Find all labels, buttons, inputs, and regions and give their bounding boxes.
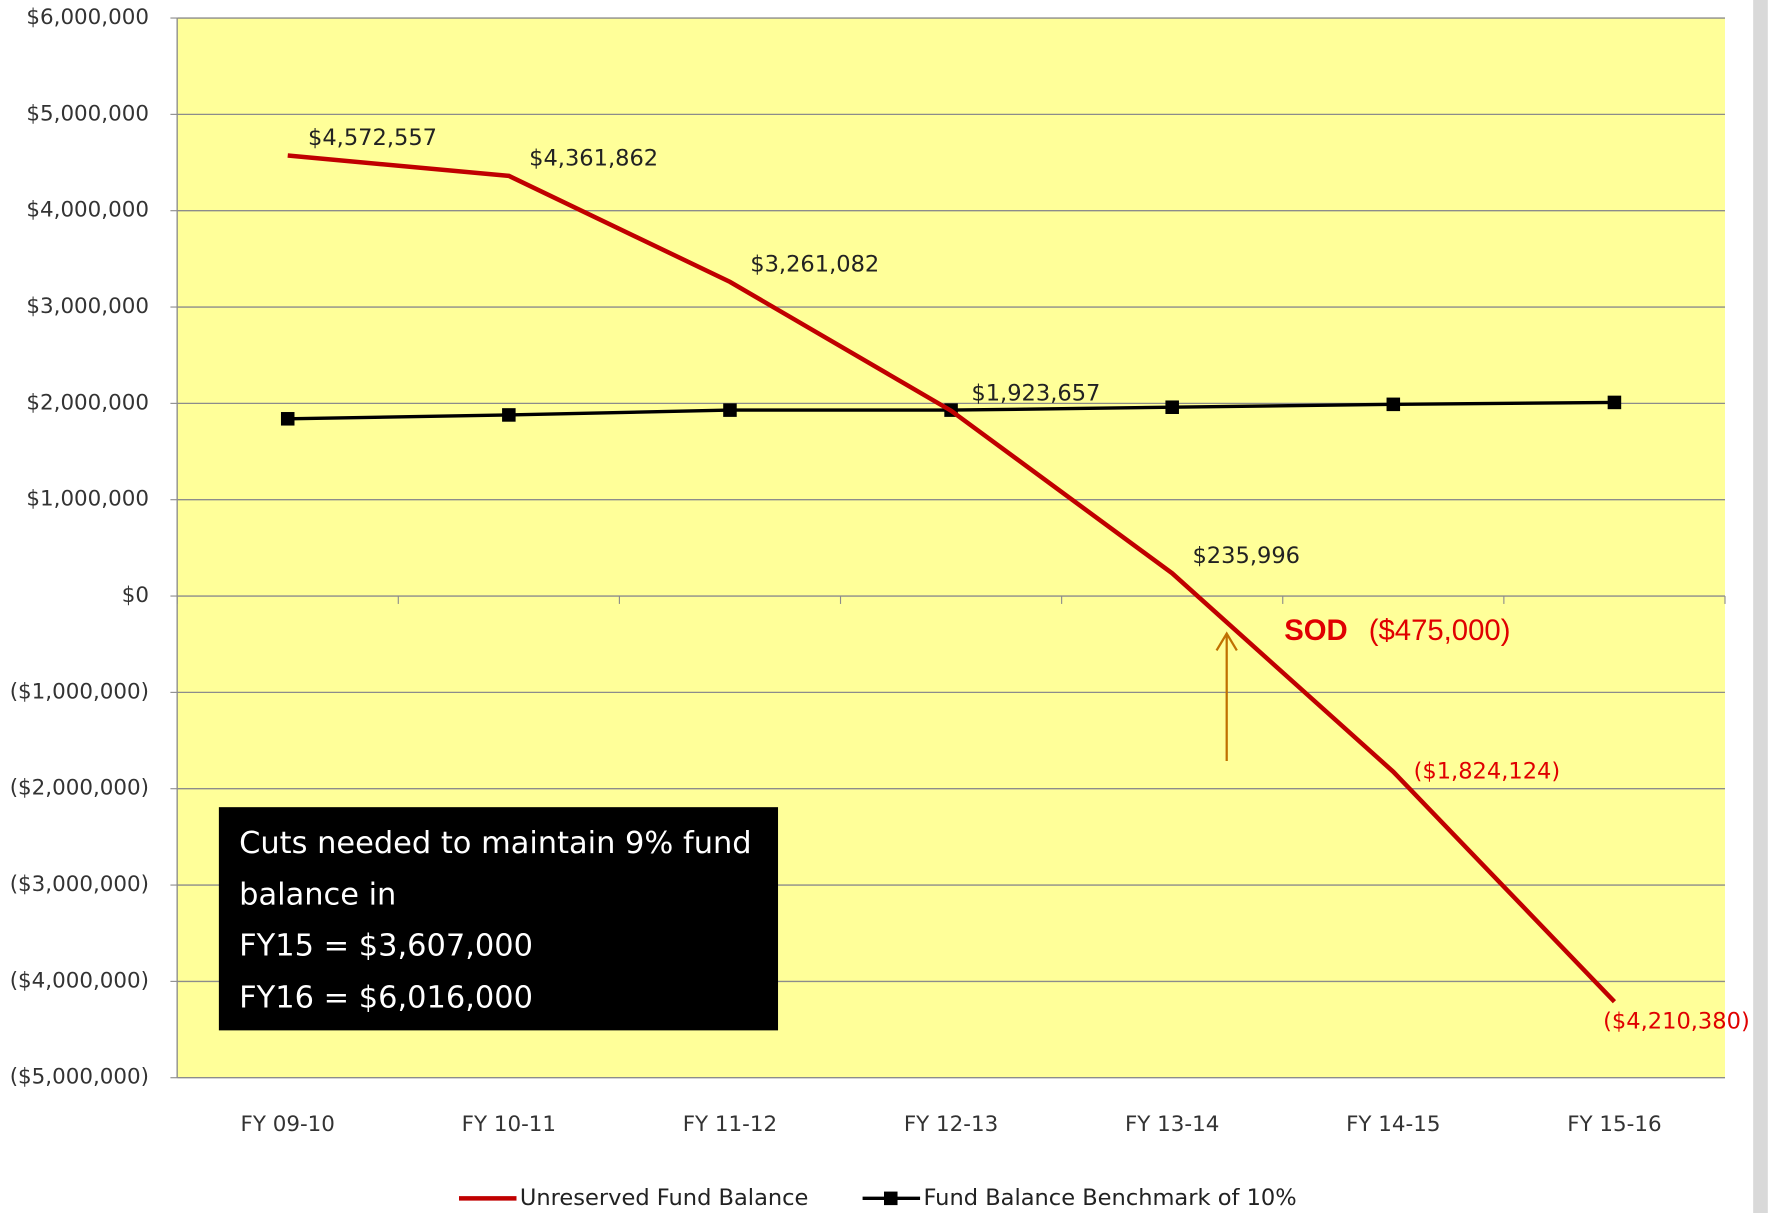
- y-tick-label: $3,000,000: [26, 294, 149, 319]
- data-label: $4,572,557: [308, 125, 437, 151]
- marker: [1165, 400, 1179, 414]
- x-tick-label: FY 12-13: [904, 1112, 998, 1137]
- y-tick-label: ($5,000,000): [10, 1065, 149, 1090]
- sod-value: ($475,000): [1369, 614, 1511, 647]
- y-tick-label: ($1,000,000): [10, 679, 149, 704]
- data-label: $4,361,862: [529, 145, 658, 171]
- data-label: $235,996: [1192, 543, 1300, 569]
- x-tick-label: FY 11-12: [683, 1112, 777, 1137]
- y-tick-label: ($3,000,000): [10, 872, 149, 897]
- sod-label: SOD: [1284, 614, 1348, 647]
- series-line: [287, 153, 1617, 1004]
- x-tick-label: FY 10-11: [462, 1112, 556, 1137]
- note-line: Cuts needed to maintain 9% fund: [239, 826, 751, 861]
- data-label: ($4,210,380): [1603, 1008, 1750, 1034]
- note-box: [218, 807, 779, 1031]
- x-tick-label: FY 14-15: [1346, 1112, 1440, 1137]
- y-tick-label: ($4,000,000): [10, 968, 149, 993]
- marker: [502, 408, 516, 422]
- arrow-head: [1215, 631, 1238, 652]
- data-label: $1,923,657: [971, 380, 1100, 406]
- marker: [1607, 395, 1622, 410]
- marker: [280, 412, 295, 426]
- x-tick-label: FY 09-10: [241, 1112, 335, 1137]
- marker: [723, 403, 737, 417]
- x-tick-label: FY 13-14: [1125, 1112, 1219, 1137]
- legend-marker: [884, 1191, 898, 1206]
- y-tick-label: $1,000,000: [26, 487, 149, 512]
- note-line: balance in: [239, 878, 396, 913]
- y-tick-label: $4,000,000: [26, 198, 149, 223]
- x-tick-label: FY 15-16: [1567, 1112, 1661, 1137]
- note-line: FY16 = $6,016,000: [239, 980, 533, 1015]
- side-border: [1753, 0, 1768, 1213]
- y-tick-label: $5,000,000: [26, 101, 149, 126]
- y-tick-label: $0: [122, 583, 149, 608]
- legend-label: Fund Balance Benchmark of 10%: [923, 1185, 1296, 1211]
- note-line: FY15 = $3,607,000: [239, 928, 533, 963]
- y-tick-label: $6,000,000: [26, 5, 149, 30]
- marker: [1386, 397, 1401, 412]
- data-label: ($1,824,124): [1414, 758, 1561, 784]
- legend-label: Unreserved Fund Balance: [520, 1185, 809, 1211]
- data-label: $3,261,082: [750, 251, 879, 277]
- y-tick-label: ($2,000,000): [10, 776, 149, 801]
- y-tick-label: $2,000,000: [26, 390, 149, 415]
